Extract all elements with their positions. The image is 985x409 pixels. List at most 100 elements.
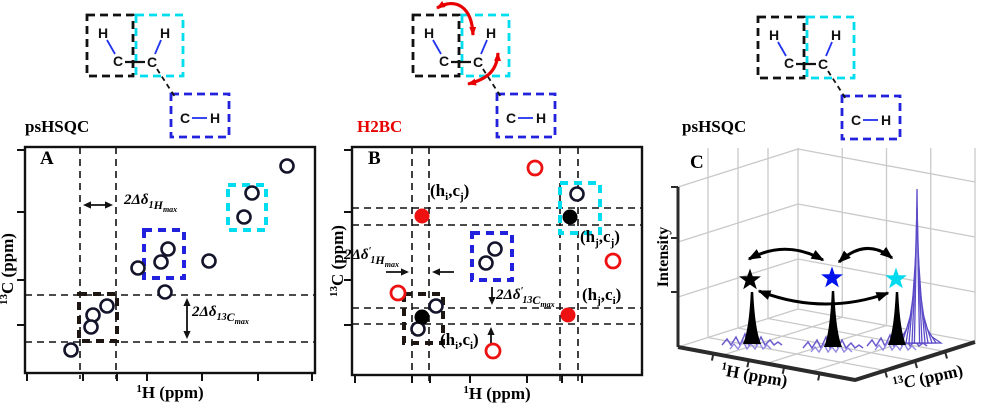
h-axis-tick xyxy=(781,366,786,375)
atom-c: C xyxy=(506,110,516,126)
atom-c: C xyxy=(851,112,861,128)
atom-c: C xyxy=(818,56,828,72)
molecule-diagram-left: H C C H C H xyxy=(80,5,240,145)
c-axis-tick xyxy=(884,370,888,378)
panel-b-letter: B xyxy=(368,148,381,169)
atom-h: H xyxy=(831,27,841,43)
open-peak-circle xyxy=(487,241,503,257)
cyan-correlation-box xyxy=(558,181,602,235)
black-dashed-box xyxy=(411,13,461,78)
cyan-dashed-box xyxy=(805,15,856,80)
long-range-bond xyxy=(482,68,502,98)
peak-label-hi-ci: (hi,ci) xyxy=(440,330,479,352)
atom-c: C xyxy=(473,54,483,70)
3d-axes xyxy=(671,186,976,383)
long-range-bond xyxy=(156,68,176,98)
3d-peaks xyxy=(721,188,944,354)
peak-label-hi-cj: (hi,cj) xyxy=(430,181,470,203)
atom-h: H xyxy=(486,25,496,41)
atom-h: H xyxy=(210,110,220,126)
open-peak-circle xyxy=(130,260,146,276)
open-peak-circle xyxy=(83,319,99,335)
panel-a-plot xyxy=(17,145,317,381)
arrowhead xyxy=(401,268,409,276)
black-dashed-box xyxy=(756,15,806,80)
open-peak-circle xyxy=(157,284,173,300)
red-exchange-arrow xyxy=(467,52,502,86)
atom-h: H xyxy=(98,25,108,41)
panel-a-x-axis-label: 1H (ppm) xyxy=(136,383,204,402)
atom-c: C xyxy=(113,53,123,69)
title-pshsqc-left: psHSQC xyxy=(25,117,90,136)
panel-c: C Intensity 1H (ppm) 13C (ppm) xyxy=(655,140,985,409)
panel-a: A 2Δδ1Hmax 2Δδ13Cmax 1H (ppm) 13C (ppm) xyxy=(0,140,330,409)
exchange-arrow xyxy=(837,246,894,264)
panel-b-x-axis-label: 1H (ppm) xyxy=(463,384,531,403)
peak-label-hj-ci: (hj,ci) xyxy=(582,285,622,307)
c-axis-tick xyxy=(914,360,918,369)
red-exchange-arrow xyxy=(436,0,477,36)
filled-red-peak-circle xyxy=(560,307,576,323)
arrowhead xyxy=(183,298,191,306)
title-pshsqc-right: psHSQC xyxy=(682,117,747,136)
open-peak-circle xyxy=(160,241,176,257)
open-peak-circle xyxy=(478,255,494,271)
h-axis-tick xyxy=(817,373,821,381)
atom-h: H xyxy=(424,25,434,41)
blue-dashed-box xyxy=(169,92,231,139)
blue-correlation-box xyxy=(470,231,514,282)
blue-correlation-box xyxy=(142,228,186,280)
exchange-arrow xyxy=(747,247,825,262)
open-red-peak-circle xyxy=(526,159,544,177)
peak-label-hj-cj: (hj,cj) xyxy=(580,227,620,249)
molecule-right-drawing: H C C H C H xyxy=(756,15,902,141)
open-red-peak-circle xyxy=(604,252,622,270)
atom-h: H xyxy=(160,25,170,41)
blue-star xyxy=(821,266,843,288)
panel-a-annotation-13cmax: 2Δδ13Cmax xyxy=(192,304,249,326)
arrowhead xyxy=(487,327,495,335)
open-peak-circle xyxy=(236,209,252,225)
cyan-dashed-box xyxy=(134,13,185,78)
ch-bond xyxy=(432,39,442,55)
arrowhead xyxy=(183,331,191,339)
molecule-diagram-right: H C C H C H xyxy=(751,7,911,147)
tall-purple-peak-contour xyxy=(913,188,921,344)
atom-c: C xyxy=(147,54,157,70)
open-peak-circle xyxy=(569,186,585,202)
grid-line xyxy=(797,148,976,183)
open-peak-circle xyxy=(279,158,295,174)
arrowhead xyxy=(105,201,113,209)
arrowhead xyxy=(432,268,440,276)
dark_box-correlation-box xyxy=(77,292,119,343)
grid-line xyxy=(677,148,799,188)
atom-h: H xyxy=(881,112,891,128)
grid-line xyxy=(677,258,799,298)
open-red-peak-circle xyxy=(484,342,502,360)
panel-c-plot xyxy=(671,148,976,383)
plot-border xyxy=(23,145,317,375)
ch-bond xyxy=(154,39,162,55)
molecule-left-drawing: H C C H C H xyxy=(85,13,231,139)
atom-c: C xyxy=(784,55,794,71)
cyan-star xyxy=(885,267,907,289)
panel-b-annotation-1hmax: 2Δδ′1Hmax xyxy=(344,246,399,269)
exchange-arrows xyxy=(747,246,894,306)
panel-b-plot xyxy=(344,145,644,383)
black-dashed-box xyxy=(85,13,135,78)
atom-c: C xyxy=(180,110,190,126)
open-red-peak-circle xyxy=(389,284,407,302)
atom-c: C xyxy=(439,53,449,69)
long-range-bond xyxy=(827,70,847,100)
open-peak-circle xyxy=(153,254,169,270)
ch-bond xyxy=(825,41,833,57)
black-star xyxy=(739,268,761,290)
blue-dashed-box xyxy=(840,94,902,141)
ch-bond xyxy=(777,41,787,57)
grid-line xyxy=(767,317,946,353)
dark_box-correlation-box xyxy=(402,292,445,345)
cyan-correlation-box xyxy=(226,183,268,232)
plot-border xyxy=(350,145,644,377)
3d-stars xyxy=(739,266,907,290)
